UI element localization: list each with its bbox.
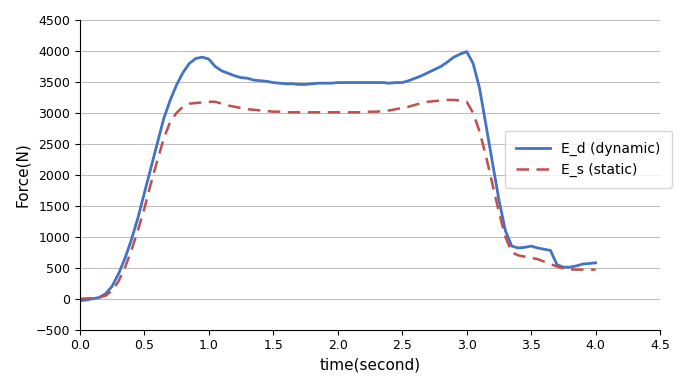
X-axis label: time(second): time(second)	[320, 358, 420, 373]
E_s (static)	[443, 97, 452, 102]
Y-axis label: Force(N): Force(N)	[15, 142, 30, 207]
E_d (dynamic)	[547, 248, 555, 253]
E_s (static)	[591, 267, 600, 272]
E_d (dynamic)	[591, 260, 600, 265]
E_d (dynamic)	[456, 52, 464, 56]
E_s (static)	[398, 106, 406, 110]
E_d (dynamic)	[501, 228, 510, 233]
E_d (dynamic)	[527, 244, 535, 248]
Legend: E_d (dynamic), E_s (static): E_d (dynamic), E_s (static)	[505, 131, 672, 188]
Line: E_s (static): E_s (static)	[80, 100, 595, 299]
E_d (dynamic)	[463, 49, 471, 54]
E_s (static)	[547, 262, 555, 267]
E_s (static)	[75, 296, 84, 301]
E_s (static)	[359, 110, 368, 114]
E_s (static)	[463, 99, 471, 104]
E_s (static)	[501, 234, 510, 239]
E_d (dynamic)	[359, 80, 368, 85]
Line: E_d (dynamic): E_d (dynamic)	[80, 52, 595, 301]
E_s (static)	[527, 256, 535, 260]
E_d (dynamic)	[75, 298, 84, 303]
E_d (dynamic)	[398, 80, 406, 85]
